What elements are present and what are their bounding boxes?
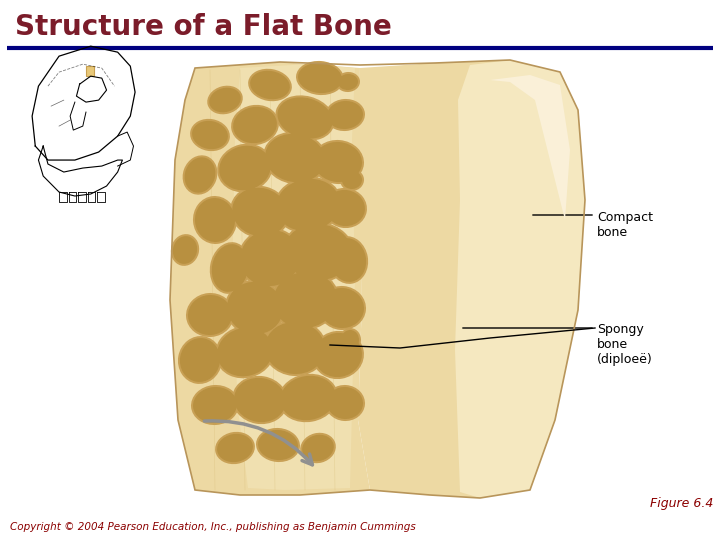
Ellipse shape <box>330 238 366 282</box>
Ellipse shape <box>274 177 342 233</box>
Ellipse shape <box>300 433 336 463</box>
Ellipse shape <box>314 333 362 377</box>
Ellipse shape <box>192 121 228 149</box>
Ellipse shape <box>250 71 290 99</box>
Ellipse shape <box>278 374 338 422</box>
Ellipse shape <box>340 169 364 191</box>
Ellipse shape <box>312 331 364 379</box>
Ellipse shape <box>190 119 230 151</box>
Ellipse shape <box>256 428 300 462</box>
Ellipse shape <box>195 198 235 242</box>
Ellipse shape <box>178 336 222 384</box>
Polygon shape <box>170 62 370 495</box>
Text: Figure 6.4: Figure 6.4 <box>649 497 713 510</box>
Ellipse shape <box>298 63 342 93</box>
Ellipse shape <box>231 105 279 145</box>
Ellipse shape <box>314 142 362 182</box>
Ellipse shape <box>325 190 365 226</box>
Ellipse shape <box>232 376 288 424</box>
Ellipse shape <box>210 87 240 112</box>
Ellipse shape <box>271 270 339 330</box>
Ellipse shape <box>220 146 271 190</box>
Ellipse shape <box>327 101 363 129</box>
Ellipse shape <box>171 234 199 266</box>
Ellipse shape <box>263 320 327 376</box>
Ellipse shape <box>210 242 251 294</box>
Ellipse shape <box>240 230 300 286</box>
Ellipse shape <box>233 188 288 237</box>
Ellipse shape <box>264 132 327 184</box>
Ellipse shape <box>276 96 335 140</box>
Ellipse shape <box>276 179 340 231</box>
Ellipse shape <box>215 432 255 464</box>
Ellipse shape <box>238 228 302 288</box>
Ellipse shape <box>217 144 273 192</box>
Ellipse shape <box>338 74 358 90</box>
Ellipse shape <box>273 272 337 328</box>
Bar <box>86 66 94 76</box>
Ellipse shape <box>207 86 243 114</box>
Ellipse shape <box>327 387 363 419</box>
Ellipse shape <box>193 387 237 423</box>
Ellipse shape <box>173 236 197 264</box>
Ellipse shape <box>280 376 336 420</box>
Ellipse shape <box>302 435 334 461</box>
Ellipse shape <box>325 99 365 131</box>
Ellipse shape <box>265 134 325 182</box>
Polygon shape <box>355 60 585 498</box>
Ellipse shape <box>215 326 275 379</box>
Ellipse shape <box>183 156 217 195</box>
Polygon shape <box>455 60 585 498</box>
Ellipse shape <box>341 330 359 350</box>
Ellipse shape <box>248 69 292 101</box>
Text: Spongy
bone
(diploeë): Spongy bone (diploeë) <box>597 323 653 366</box>
Ellipse shape <box>184 157 215 193</box>
Ellipse shape <box>336 72 360 92</box>
Ellipse shape <box>284 224 352 280</box>
Text: Structure of a Flat Bone: Structure of a Flat Bone <box>15 13 392 41</box>
Text: Copyright © 2004 Pearson Education, Inc., publishing as Benjamin Cummings: Copyright © 2004 Pearson Education, Inc.… <box>10 522 415 532</box>
Ellipse shape <box>312 140 364 184</box>
Ellipse shape <box>193 196 237 244</box>
Polygon shape <box>490 75 570 220</box>
Ellipse shape <box>188 295 232 335</box>
Ellipse shape <box>234 378 286 422</box>
Ellipse shape <box>320 288 364 328</box>
Ellipse shape <box>225 280 285 336</box>
Ellipse shape <box>323 188 367 228</box>
Ellipse shape <box>180 338 220 382</box>
Ellipse shape <box>339 328 361 352</box>
Ellipse shape <box>191 385 239 425</box>
Ellipse shape <box>282 222 354 282</box>
Ellipse shape <box>212 244 248 292</box>
Ellipse shape <box>277 97 333 139</box>
Ellipse shape <box>186 293 234 337</box>
Ellipse shape <box>265 322 325 374</box>
Ellipse shape <box>296 61 344 95</box>
Ellipse shape <box>230 186 289 238</box>
Ellipse shape <box>318 286 366 330</box>
Ellipse shape <box>325 385 365 421</box>
Ellipse shape <box>258 430 298 460</box>
Ellipse shape <box>227 282 283 334</box>
Ellipse shape <box>328 236 368 284</box>
Text: Compact
bone: Compact bone <box>597 211 653 239</box>
Ellipse shape <box>233 107 277 143</box>
Ellipse shape <box>342 171 362 189</box>
Ellipse shape <box>217 434 253 462</box>
Ellipse shape <box>217 328 273 376</box>
Polygon shape <box>232 64 355 490</box>
